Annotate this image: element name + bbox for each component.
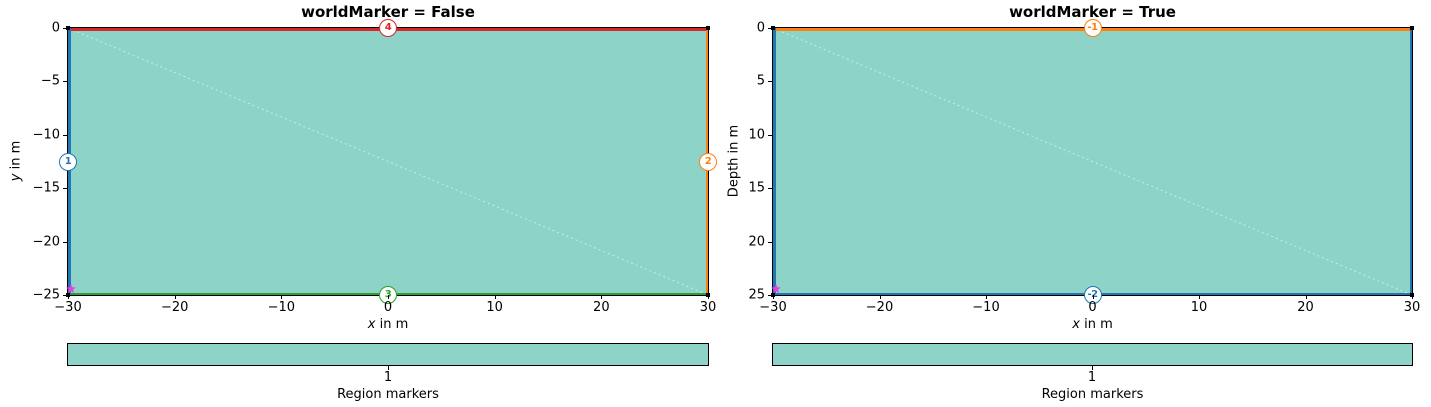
y-tick-mark bbox=[63, 81, 67, 83]
x-tick-label: 0 bbox=[383, 300, 393, 315]
y-tick-label: 0 bbox=[756, 20, 765, 36]
y-tick-mark bbox=[768, 188, 772, 190]
x-tick-mark bbox=[1412, 295, 1413, 299]
x-tick-label: −20 bbox=[865, 300, 894, 315]
x-tick-label: −10 bbox=[972, 300, 1000, 315]
y-tick-mark bbox=[63, 295, 67, 296]
boundary-line-left-marker--2 bbox=[773, 28, 776, 295]
mesh-node bbox=[771, 26, 775, 30]
colorbar-axis-label-left: Region markers bbox=[337, 387, 439, 402]
region-fill bbox=[773, 28, 1412, 295]
colorbar-tick-label: 1 bbox=[1087, 370, 1097, 385]
boundary-marker-badge--1: -1 bbox=[1083, 19, 1102, 37]
x-tick-mark bbox=[708, 295, 709, 299]
mesh-node bbox=[1410, 26, 1414, 30]
y-tick-mark bbox=[63, 134, 67, 136]
x-tick-label: 20 bbox=[593, 300, 610, 315]
colorbar-tick-mark bbox=[1092, 366, 1093, 370]
colorbar-tick-label: 1 bbox=[383, 370, 393, 385]
x-tick-label: 20 bbox=[1297, 300, 1314, 315]
y-tick-label: −15 bbox=[32, 180, 60, 196]
y-tick-mark bbox=[768, 134, 772, 136]
colorbar-tick-mark bbox=[388, 366, 389, 370]
x-tick-label: 10 bbox=[1190, 300, 1208, 315]
boundary-marker-badge-2: 2 bbox=[699, 152, 717, 171]
y-tick-label: −20 bbox=[32, 234, 60, 250]
x-axis-label-unit: in m bbox=[1079, 317, 1113, 332]
y-tick-mark bbox=[63, 28, 67, 29]
x-axis-label-right-plot: x in m bbox=[772, 317, 1413, 332]
x-tick-label: −30 bbox=[54, 300, 82, 315]
x-axis-label-variable: x bbox=[367, 317, 376, 332]
x-tick-mark bbox=[601, 295, 603, 299]
x-tick-mark bbox=[1199, 295, 1200, 299]
y-tick-mark bbox=[768, 295, 772, 296]
mesh-node bbox=[66, 26, 70, 30]
x-tick-mark bbox=[388, 295, 389, 299]
boundary-marker-badge-4: 4 bbox=[379, 19, 397, 37]
y-axis-label-unit: in m bbox=[8, 140, 24, 174]
y-tick-mark bbox=[63, 241, 67, 243]
y-axis-label-left-plot: y in m bbox=[9, 141, 24, 181]
x-tick-mark bbox=[1092, 295, 1094, 299]
region-fill bbox=[68, 28, 708, 295]
y-tick-label: 5 bbox=[756, 73, 765, 89]
y-axis-label-variable: y bbox=[8, 173, 24, 182]
x-tick-mark bbox=[174, 295, 176, 299]
y-tick-label: 10 bbox=[748, 127, 765, 143]
y-tick-label: 25 bbox=[748, 287, 765, 303]
x-tick-mark bbox=[986, 295, 987, 299]
y-tick-label: −10 bbox=[32, 127, 60, 143]
mesh-node bbox=[706, 26, 710, 30]
x-tick-label: 0 bbox=[1088, 300, 1097, 315]
region-marker-star bbox=[771, 283, 781, 294]
y-tick-label: 15 bbox=[748, 180, 765, 196]
x-tick-label: −10 bbox=[267, 300, 296, 315]
y-tick-mark bbox=[63, 188, 67, 190]
y-axis-label-right-plot: Depth in m bbox=[727, 125, 742, 197]
colorbar-axis-label-right: Region markers bbox=[1041, 387, 1144, 402]
x-axis-label-variable: x bbox=[1072, 317, 1080, 332]
boundary-line-right-marker--2 bbox=[1409, 28, 1412, 295]
y-tick-mark bbox=[768, 28, 772, 29]
colorbar-left bbox=[67, 343, 709, 366]
x-tick-label: 30 bbox=[1403, 300, 1421, 315]
subplot-title-worldmarker-false: worldMarker = False bbox=[301, 3, 475, 21]
x-axis-label-left-plot: x in m bbox=[67, 317, 709, 332]
y-tick-mark bbox=[768, 241, 772, 243]
x-tick-mark bbox=[68, 295, 69, 299]
region-marker-star bbox=[66, 283, 76, 294]
x-tick-mark bbox=[879, 295, 881, 299]
y-axis-label-unit: Depth in m bbox=[726, 124, 742, 198]
colorbar-right bbox=[772, 343, 1413, 366]
y-tick-label: −5 bbox=[40, 73, 60, 89]
boundary-marker-badge-1: 1 bbox=[59, 152, 77, 171]
y-tick-label: 20 bbox=[748, 234, 765, 250]
y-tick-label: −25 bbox=[32, 287, 60, 303]
x-tick-label: −20 bbox=[160, 300, 189, 315]
x-tick-mark bbox=[494, 295, 496, 299]
x-tick-label: 30 bbox=[699, 300, 717, 315]
x-tick-label: 10 bbox=[486, 300, 503, 315]
y-tick-label: 0 bbox=[51, 20, 60, 36]
x-tick-label: −30 bbox=[759, 300, 787, 315]
x-tick-mark bbox=[281, 295, 283, 299]
x-tick-mark bbox=[1305, 295, 1307, 299]
x-axis-label-unit: in m bbox=[375, 317, 409, 332]
y-tick-mark bbox=[768, 81, 772, 83]
x-tick-mark bbox=[773, 295, 774, 299]
subplot-title-worldmarker-true: worldMarker = True bbox=[1009, 3, 1176, 21]
